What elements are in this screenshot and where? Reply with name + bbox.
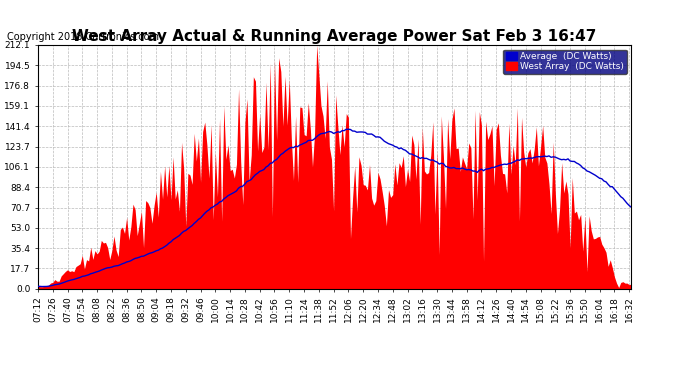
Text: Copyright 2018 Cartronics.com: Copyright 2018 Cartronics.com <box>7 32 159 42</box>
Title: West Array Actual & Running Average Power Sat Feb 3 16:47: West Array Actual & Running Average Powe… <box>72 29 597 44</box>
Legend: Average  (DC Watts), West Array  (DC Watts): Average (DC Watts), West Array (DC Watts… <box>503 50 627 74</box>
